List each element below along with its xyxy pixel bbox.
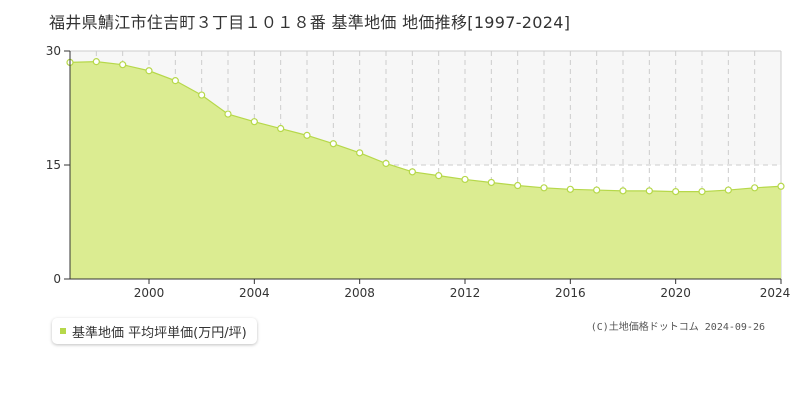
legend[interactable]: 基準地価 平均坪単価(万円/坪) [52,318,257,344]
data-point [645,187,653,195]
data-point [724,186,732,194]
data-point [751,184,759,192]
legend-label: 基準地価 平均坪単価(万円/坪) [72,325,247,341]
x-tick-label: 2000 [134,286,165,300]
data-point [461,175,469,184]
data-point [145,67,153,75]
y-tick-label: 30 [46,44,61,58]
data-point [540,184,548,192]
data-point [92,58,100,66]
x-tick-label: 2004 [239,286,270,300]
data-point [171,77,179,85]
data-point [619,187,627,195]
data-point [382,159,390,168]
data-point [408,168,416,176]
x-tick-label: 2024 [760,286,791,300]
data-point [303,131,311,139]
data-point [698,188,706,196]
data-point [224,110,232,118]
x-tick-label: 2020 [660,286,691,300]
series-area [70,61,781,279]
data-point [514,181,522,190]
data-point [277,124,285,133]
copyright-text: (C)土地価格ドットコム 2024-09-26 [590,322,765,333]
data-point [566,185,574,193]
x-tick-label: 2008 [344,286,375,300]
y-tick-label: 0 [53,272,61,286]
data-point [250,118,258,126]
data-point [356,149,364,157]
data-point [198,91,206,99]
data-point [672,188,680,196]
series-line [69,61,782,193]
data-point [593,186,601,194]
x-tick-label: 2016 [555,286,586,300]
legend-swatch [60,328,66,334]
chart-title: 福井県鯖江市住吉町３丁目１０１８番 基準地価 地価推移[1997-2024] [49,13,571,32]
data-point [435,172,443,180]
data-point [329,140,337,148]
data-point [487,178,495,187]
x-tick-label: 2012 [450,286,481,300]
data-point [119,61,127,69]
y-tick-label: 15 [46,158,61,172]
data-point [777,182,785,190]
